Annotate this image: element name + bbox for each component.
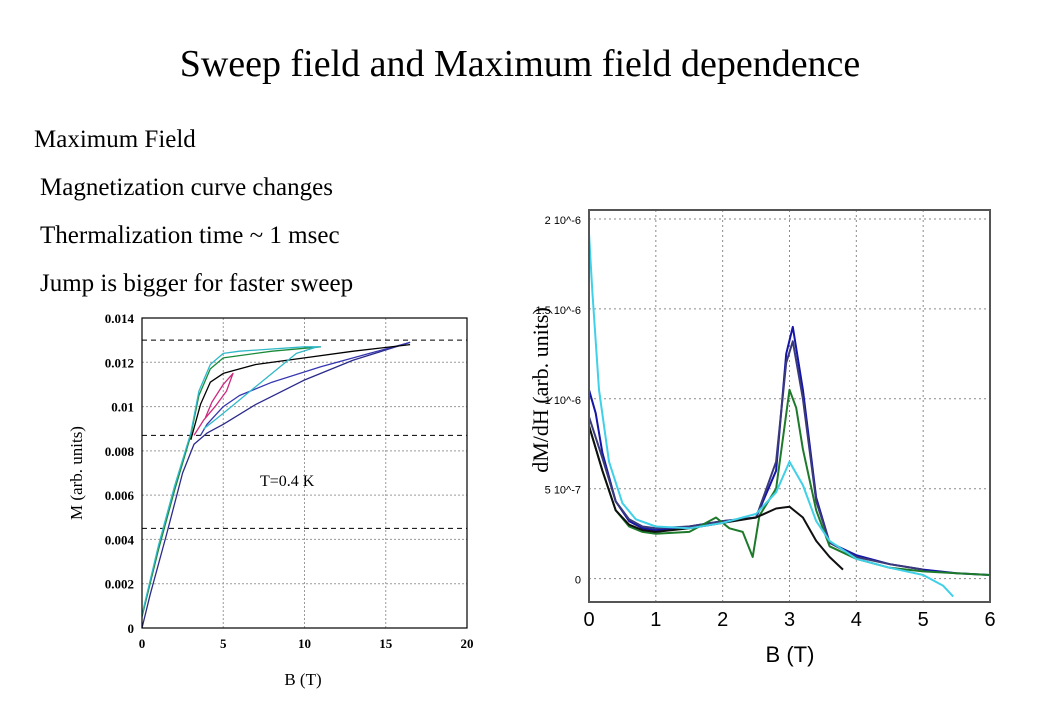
x-tick-label: 5	[220, 636, 227, 651]
x-tick-label: 20	[461, 636, 474, 651]
y-tick-label: 0.014	[105, 311, 135, 326]
series-line	[190, 343, 411, 440]
plot-frame	[141, 317, 468, 629]
x-tick-label: 15	[379, 636, 393, 651]
bullet-item: Magnetization curve changes	[40, 174, 333, 201]
series-line	[141, 346, 321, 618]
temperature-annotation: T=0.4 K	[260, 473, 315, 490]
bullet-item: Maximum Field	[34, 126, 196, 153]
y-tick-label: 5 10^-7	[545, 485, 581, 497]
series-line	[141, 341, 411, 629]
plot-frame	[588, 209, 991, 603]
x-axis-label: B (T)	[766, 642, 815, 667]
y-tick-label: 0.002	[105, 577, 134, 592]
y-tick-label: 2 10^-6	[545, 215, 581, 227]
y-tick-label: 0	[575, 575, 581, 587]
x-tick-label: 4	[851, 609, 862, 631]
y-tick-label: 0.012	[105, 355, 134, 370]
series-line	[203, 346, 318, 430]
x-tick-label: 10	[298, 636, 311, 651]
series-line	[141, 346, 321, 615]
y-tick-label: 1.5 10^-6	[535, 305, 581, 317]
x-tick-label: 3	[784, 609, 795, 631]
x-axis-label: B (T)	[284, 670, 321, 689]
y-tick-label: 0	[128, 621, 135, 636]
x-tick-label: 6	[984, 609, 995, 631]
slide-title: Sweep field and Maximum field dependence	[179, 43, 861, 85]
y-tick-label: 1 10^-6	[545, 395, 581, 407]
y-axis-label: dM/dH (arb. units)	[528, 307, 553, 473]
x-tick-label: 2	[717, 609, 728, 631]
y-tick-label: 0.006	[105, 488, 135, 503]
bullet-list: Maximum Field Magnetization curve change…	[34, 122, 353, 314]
y-tick-label: 0.004	[105, 532, 135, 547]
y-tick-label: 0.008	[105, 444, 135, 459]
x-tick-label: 0	[139, 636, 146, 651]
series-line	[193, 372, 234, 436]
bullet-item: Jump is bigger for faster sweep	[40, 270, 354, 297]
x-tick-label: 5	[918, 609, 929, 631]
y-axis-label: M (arb. units)	[67, 426, 86, 520]
y-tick-label: 0.01	[111, 400, 134, 415]
bullet-item: Thermalization time ~ 1 msec	[40, 222, 340, 249]
x-tick-label: 1	[650, 609, 661, 631]
series-line	[199, 341, 411, 436]
magnetization-chart: 0 5 10 15 20 0 0.002 0.004 0.006 0.008 0.01 0.012 0.…	[58, 300, 484, 692]
susceptibility-chart: 0 1 2 3 4 5 6 2 10^-6 1.5 10^-6 1 10^-6 5 10^-7 0 B…	[512, 190, 1000, 670]
x-tick-label: 0	[583, 609, 594, 631]
series-line	[588, 233, 954, 598]
